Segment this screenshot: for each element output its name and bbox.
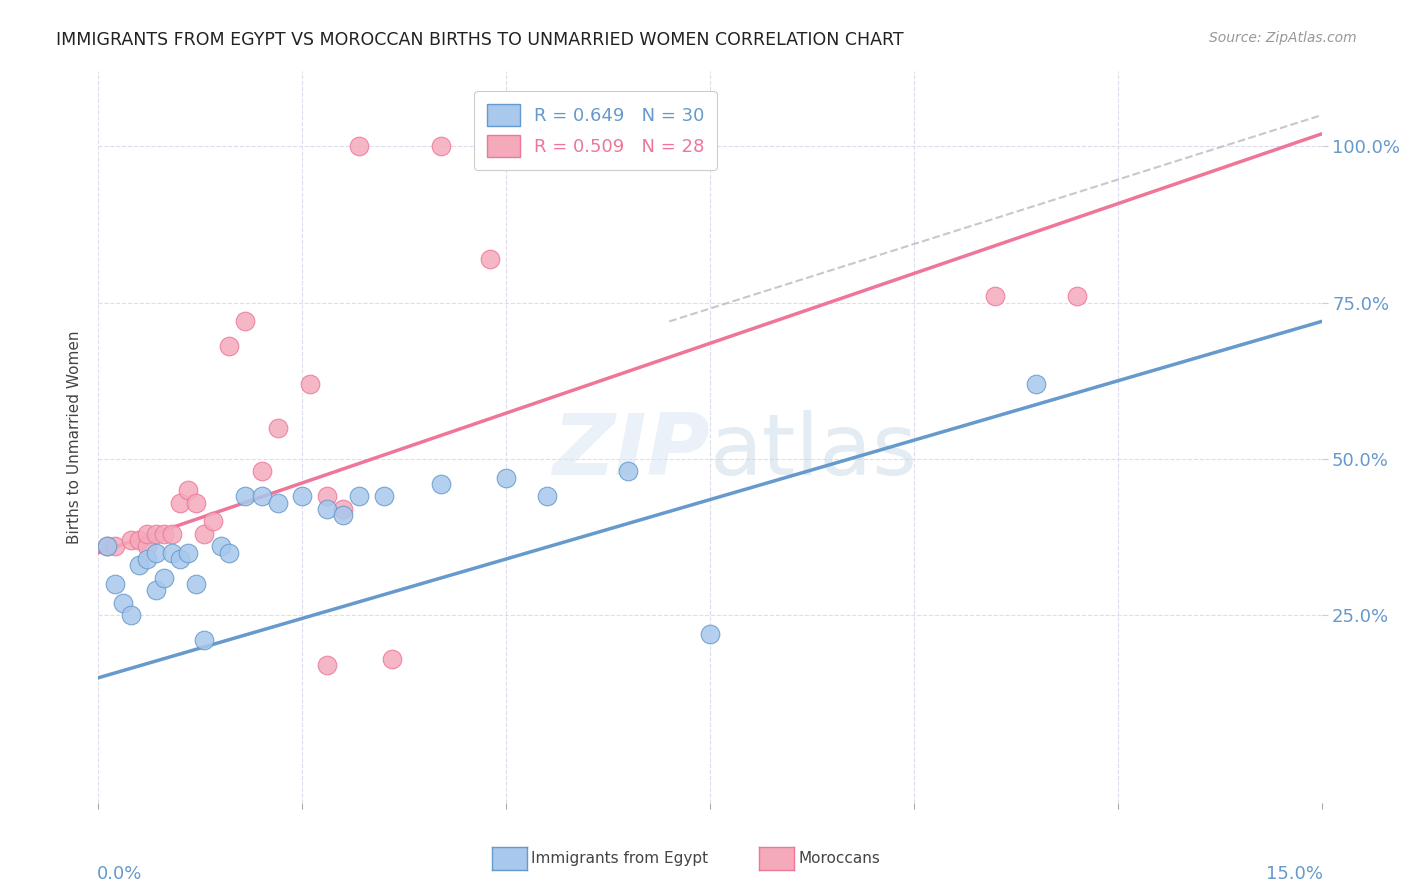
Point <box>96 540 118 554</box>
Point <box>984 289 1007 303</box>
Point <box>160 546 183 560</box>
Point <box>104 540 127 554</box>
Point <box>128 533 150 548</box>
Point <box>536 490 558 504</box>
Text: Immigrants from Egypt: Immigrants from Egypt <box>531 851 709 865</box>
Point <box>136 540 159 554</box>
Point <box>152 527 174 541</box>
Point <box>128 558 150 573</box>
Point <box>169 496 191 510</box>
Point <box>381 652 404 666</box>
Point <box>218 339 240 353</box>
Point <box>136 552 159 566</box>
Point <box>152 571 174 585</box>
Point <box>373 490 395 504</box>
Point <box>169 552 191 566</box>
Point <box>145 546 167 560</box>
Point <box>478 252 501 266</box>
Point <box>186 496 208 510</box>
Point <box>209 540 232 554</box>
Point <box>145 527 167 541</box>
Point <box>267 420 290 434</box>
Point <box>120 608 142 623</box>
Text: IMMIGRANTS FROM EGYPT VS MOROCCAN BIRTHS TO UNMARRIED WOMEN CORRELATION CHART: IMMIGRANTS FROM EGYPT VS MOROCCAN BIRTHS… <box>56 31 904 49</box>
Point <box>349 139 371 153</box>
Text: Source: ZipAtlas.com: Source: ZipAtlas.com <box>1209 31 1357 45</box>
Point <box>430 477 453 491</box>
Point <box>177 546 200 560</box>
Point <box>160 527 183 541</box>
Point <box>120 533 142 548</box>
Y-axis label: Births to Unmarried Women: Births to Unmarried Women <box>67 330 83 544</box>
Text: ZIP: ZIP <box>553 410 710 493</box>
Point <box>495 471 517 485</box>
Point <box>233 490 256 504</box>
Point <box>136 527 159 541</box>
Point <box>1066 289 1088 303</box>
Point <box>267 496 290 510</box>
Point <box>186 577 208 591</box>
Point <box>201 515 224 529</box>
Point <box>699 627 721 641</box>
Point <box>315 658 337 673</box>
Point <box>349 490 371 504</box>
Point <box>96 540 118 554</box>
Point <box>233 314 256 328</box>
Text: Moroccans: Moroccans <box>799 851 880 865</box>
Point <box>193 633 215 648</box>
Text: 15.0%: 15.0% <box>1265 865 1323 883</box>
Point <box>177 483 200 498</box>
Point <box>111 596 134 610</box>
Point <box>332 508 354 523</box>
Point <box>332 502 354 516</box>
Point <box>218 546 240 560</box>
Point <box>617 465 640 479</box>
Point <box>1025 376 1047 391</box>
Point <box>193 527 215 541</box>
Point <box>250 490 273 504</box>
Legend: R = 0.649   N = 30, R = 0.509   N = 28: R = 0.649 N = 30, R = 0.509 N = 28 <box>474 91 717 169</box>
Point <box>315 502 337 516</box>
Text: 0.0%: 0.0% <box>97 865 142 883</box>
Point <box>145 583 167 598</box>
Point <box>299 376 322 391</box>
Point <box>104 577 127 591</box>
Text: atlas: atlas <box>710 410 918 493</box>
Point <box>291 490 314 504</box>
Point <box>315 490 337 504</box>
Point <box>430 139 453 153</box>
Point <box>250 465 273 479</box>
